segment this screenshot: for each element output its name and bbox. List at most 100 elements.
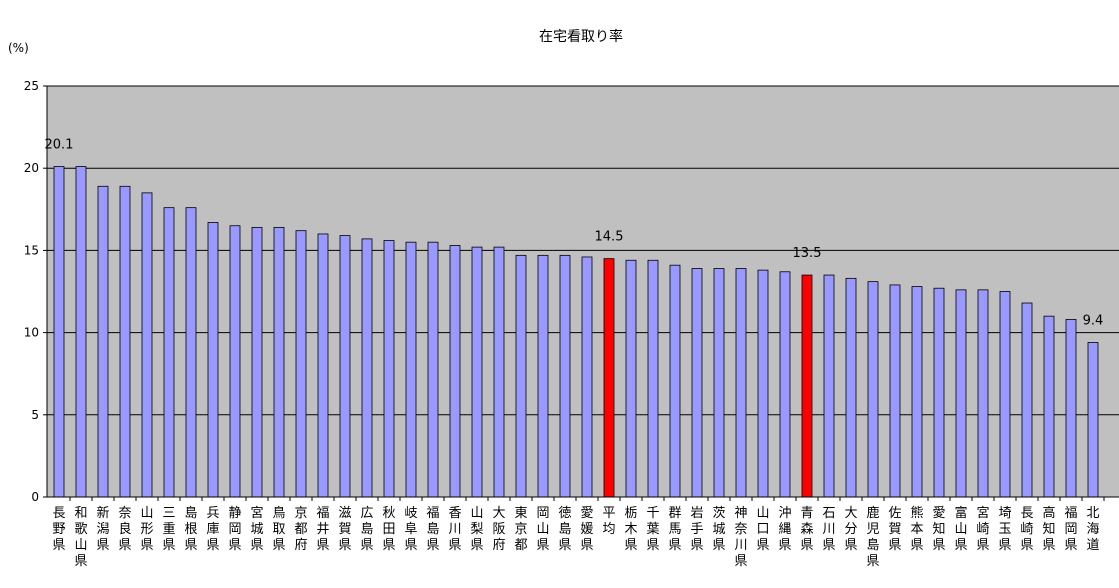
bar — [207, 222, 219, 498]
x-tick-label: 福井県 — [316, 506, 329, 553]
bar — [75, 166, 87, 498]
data-label: 14.5 — [595, 230, 624, 245]
bar — [141, 192, 153, 498]
bar — [647, 259, 659, 498]
x-tick-label: 徳島県 — [558, 506, 571, 553]
x-tick-label: 北海道 — [1086, 506, 1099, 553]
bar — [53, 166, 65, 498]
bar — [1087, 342, 1099, 498]
bar — [911, 286, 923, 498]
x-tick-label: 愛媛県 — [580, 506, 593, 553]
x-tick-label: 鳥取県 — [272, 506, 285, 553]
data-label: 13.5 — [793, 246, 822, 261]
bar — [933, 287, 945, 498]
bar — [1021, 302, 1033, 498]
x-tick-label: 富山県 — [954, 505, 967, 553]
bar — [163, 207, 175, 498]
x-tick-label: 京都府 — [294, 506, 307, 553]
bar — [471, 246, 483, 498]
x-tick-label: 沖縄県 — [778, 506, 791, 553]
bar — [735, 268, 747, 498]
x-tick-label: 長野県 — [52, 506, 65, 553]
y-axis-unit-label: (%) — [8, 41, 29, 55]
bar — [559, 254, 571, 498]
x-tick-label: 長崎県 — [1020, 506, 1033, 553]
y-tick-label: 15 — [24, 243, 39, 257]
x-tick-label: 宮崎県 — [976, 505, 989, 553]
bar — [229, 225, 241, 498]
x-tick-label: 岡山県 — [536, 506, 549, 553]
x-tick-label: 茨城県 — [712, 506, 725, 553]
bar — [1043, 315, 1055, 498]
bar — [185, 207, 197, 498]
x-tick-label: 熊本県 — [910, 505, 923, 553]
x-tick-label: 静岡県 — [228, 506, 241, 553]
x-tick-label: 栃木県 — [624, 506, 637, 553]
x-tick-label: 福島県 — [426, 506, 439, 553]
x-tick-label: 山形県 — [140, 506, 153, 553]
x-tick-label: 滋賀県 — [338, 506, 351, 553]
bar — [713, 268, 725, 498]
bar — [339, 235, 351, 498]
bar — [977, 289, 989, 498]
bar — [955, 289, 967, 498]
bar — [295, 230, 307, 498]
x-tick-label: 岩手県 — [690, 506, 703, 553]
bar — [603, 258, 615, 498]
bar — [625, 259, 637, 498]
x-tick-label: 大阪府 — [492, 506, 505, 553]
bar — [317, 233, 329, 498]
bar — [845, 277, 857, 498]
bar — [537, 254, 549, 498]
x-tick-label: 三重県 — [162, 506, 175, 553]
bar — [383, 240, 395, 498]
y-tick-label: 0 — [31, 490, 39, 504]
bar — [97, 185, 109, 498]
x-tick-label: 神奈川県 — [734, 506, 747, 569]
bar — [405, 241, 417, 498]
bar — [691, 268, 703, 498]
y-tick-label: 20 — [24, 161, 39, 175]
x-tick-label: 千葉県 — [646, 506, 659, 553]
x-axis: 長野県和歌山県新潟県奈良県山形県三重県島根県兵庫県静岡県宮城県鳥取県京都府福井県… — [47, 496, 1119, 569]
bar — [251, 226, 263, 498]
bar — [581, 256, 593, 498]
x-tick-label: 平均 — [602, 506, 615, 537]
bar — [427, 241, 439, 498]
x-tick-label: 高知県 — [1042, 505, 1055, 553]
x-tick-label: 宮城県 — [250, 505, 263, 553]
bar — [889, 284, 901, 498]
x-tick-label: 東京都 — [514, 505, 527, 553]
x-tick-label: 埼玉県 — [998, 506, 1011, 553]
bar — [867, 281, 879, 498]
x-tick-label: 山口県 — [756, 506, 769, 553]
x-tick-label: 島根県 — [184, 506, 197, 553]
x-tick-label: 広島県 — [360, 506, 373, 553]
x-tick-label: 佐賀県 — [888, 506, 901, 553]
x-tick-label: 福岡県 — [1064, 506, 1077, 553]
x-tick-label: 兵庫県 — [206, 506, 219, 553]
x-tick-label: 奈良県 — [118, 506, 131, 553]
bar — [1065, 319, 1077, 498]
data-labels: 20.1 14.5 13.5 9.4 — [45, 138, 1104, 329]
x-tick-label: 愛知県 — [932, 506, 945, 553]
x-tick-label: 石川県 — [822, 506, 835, 553]
y-tick-label: 5 — [31, 408, 39, 422]
y-axis: 0 5 10 15 20 25 — [24, 79, 48, 504]
x-tick-label: 群馬県 — [668, 506, 681, 553]
bar — [823, 274, 835, 498]
x-tick-label: 山梨県 — [470, 506, 483, 553]
bar — [119, 185, 131, 498]
bar — [669, 264, 681, 498]
x-tick-label: 新潟県 — [96, 505, 109, 553]
x-tick-label: 岐阜県 — [404, 506, 417, 553]
x-tick-label: 青森県 — [800, 506, 813, 553]
x-tick-label: 秋田県 — [382, 506, 395, 553]
x-tick-label: 大分県 — [844, 506, 857, 553]
y-tick-label: 25 — [24, 79, 39, 93]
x-tick-label: 鹿児島県 — [866, 505, 879, 569]
bars — [53, 166, 1099, 498]
bar — [801, 274, 813, 498]
x-tick-label: 和歌山県 — [74, 506, 87, 569]
